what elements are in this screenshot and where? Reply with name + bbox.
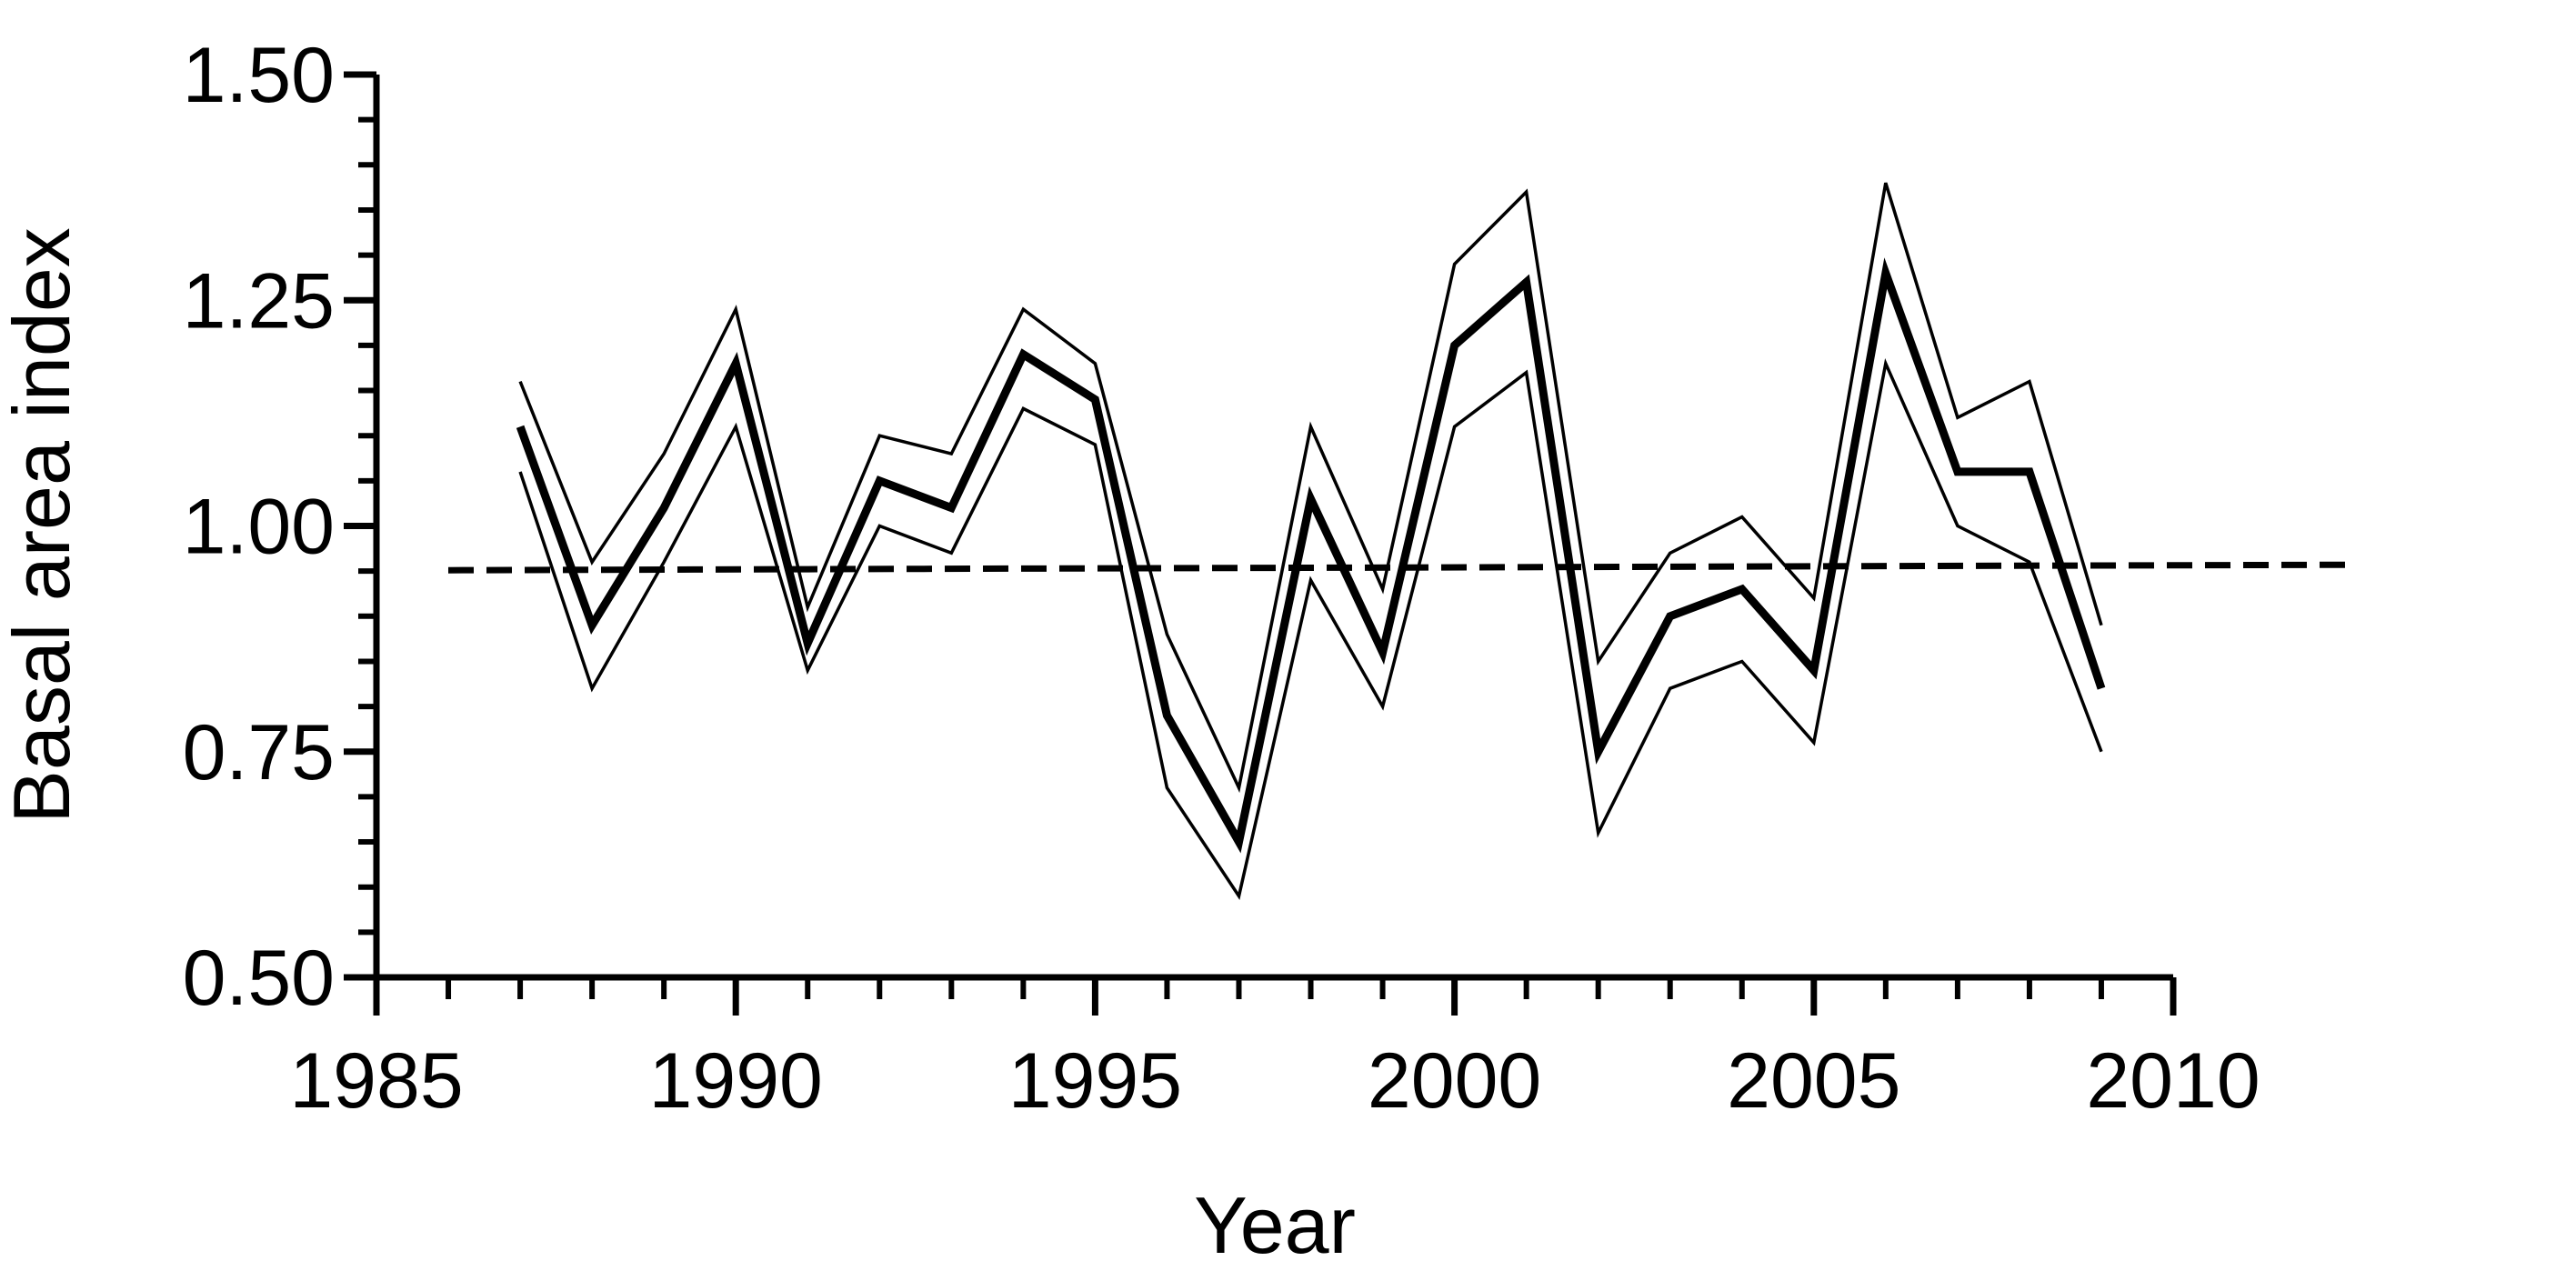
y-tick-label: 0.50	[183, 935, 335, 1022]
x-tick-label: 1995	[1008, 1037, 1182, 1125]
y-tick-label: 1.50	[183, 32, 335, 119]
x-tick-label: 2005	[1727, 1037, 1900, 1125]
x-tick-label: 2000	[1368, 1037, 1541, 1125]
reference-dashed-line	[447, 561, 2353, 574]
series-line-bound-1	[518, 182, 2103, 794]
y-tick-label: 1.00	[183, 484, 335, 571]
y-tick-label: 1.25	[183, 257, 335, 345]
x-axis-title: Year	[1194, 1180, 1356, 1270]
series-line-bound-2	[518, 357, 2103, 900]
axes-layer	[373, 75, 2173, 981]
ticks-layer: 0.50 0.75 1.00 1.25 1.50 1985 1990 1995 2000 2005…	[183, 32, 2260, 1125]
series-layer	[447, 182, 2353, 900]
series-line-mean	[516, 257, 2106, 854]
y-axis-title: Basal area index	[0, 227, 86, 824]
y-tick-label: 0.75	[183, 709, 335, 796]
x-tick-label: 1990	[649, 1037, 823, 1125]
x-tick-label: 2010	[2086, 1037, 2260, 1125]
x-tick-label: 1985	[289, 1037, 463, 1125]
